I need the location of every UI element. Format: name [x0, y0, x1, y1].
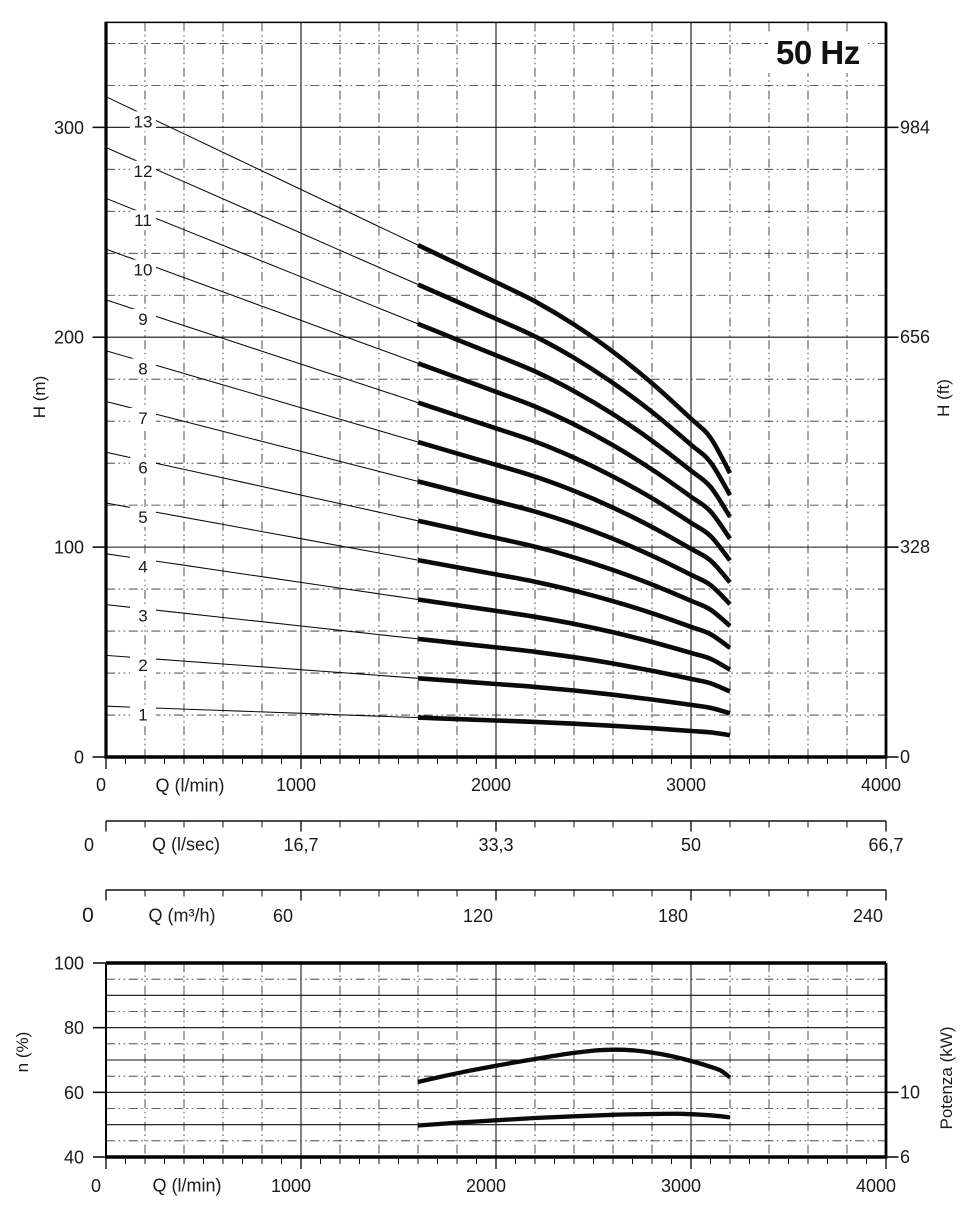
bottom-y-left-label: 60 — [64, 1083, 84, 1103]
stage-curve-thin-1 — [105, 705, 419, 719]
stage-curve-thin-8 — [105, 350, 419, 443]
stage-label-3: 3 — [138, 607, 147, 626]
ruler-label: 240 — [853, 906, 883, 926]
ruler-label: 180 — [658, 906, 688, 926]
ruler-label: 0 — [84, 835, 94, 855]
efficiency-curve — [417, 1047, 732, 1085]
stage-curve-bold-8 — [417, 439, 732, 584]
bottom-y-left-label: 80 — [64, 1018, 84, 1038]
stage-curve-bold-10 — [417, 361, 732, 541]
stage-label-5: 5 — [138, 508, 147, 527]
stage-label-13: 13 — [134, 112, 153, 131]
y-axis-title-head-m: H (m) — [30, 375, 49, 419]
main-y-left-label: 200 — [54, 328, 84, 348]
bottom-x-tick-label: 3000 — [661, 1176, 701, 1196]
stage-curve-thin-2 — [105, 654, 419, 679]
main-x-tick-label: 0 — [96, 775, 106, 795]
stage-curve-bold-6 — [417, 518, 732, 628]
ruler-label: 120 — [463, 906, 493, 926]
main-x-tick-label: 3000 — [666, 775, 706, 795]
ruler-label: 66,7 — [868, 835, 903, 855]
stage-label-10: 10 — [134, 261, 153, 280]
stage-label-6: 6 — [138, 458, 147, 477]
x-axis-title-main-q-lmin: Q (l/min) — [155, 775, 225, 796]
frequency-badge: 50 Hz — [768, 33, 868, 73]
stage-curve-bold-9 — [417, 400, 732, 562]
main-y-right-label: 328 — [900, 537, 930, 557]
stage-curve-bold-3 — [417, 636, 731, 694]
stage-curve-bold-1 — [417, 715, 731, 738]
stage-curve-thin-6 — [105, 451, 419, 522]
main-y-right-label: 656 — [900, 327, 930, 347]
stage-label-2: 2 — [138, 656, 147, 675]
stage-label-halo — [130, 457, 156, 478]
ruler-label: 0 — [82, 904, 94, 927]
stage-label-halo — [130, 506, 156, 527]
stage-curve-thin-9 — [105, 299, 419, 404]
stage-curve-bold-11 — [417, 321, 732, 519]
bottom-y-left-label: 100 — [54, 954, 84, 974]
stage-label-halo — [130, 407, 156, 428]
main-y-left-label: 100 — [54, 538, 84, 558]
stage-curve-bold-5 — [417, 557, 732, 650]
stage-curve-thin-12 — [105, 147, 419, 285]
stage-curve-bold-2 — [417, 676, 731, 716]
stage-label-1: 1 — [138, 706, 147, 725]
main-y-left-label: 300 — [54, 118, 84, 138]
main-x-tick-label: 2000 — [471, 775, 511, 795]
stage-label-12: 12 — [134, 162, 153, 181]
y-axis-title-efficiency: n (%) — [13, 1031, 32, 1073]
stage-label-halo — [130, 358, 156, 379]
main-x-tick-label: 1000 — [276, 775, 316, 795]
stage-label-halo — [130, 160, 156, 181]
stage-curve-thin-3 — [105, 604, 419, 640]
stage-curve-bold-4 — [417, 597, 732, 672]
ruler-label: 33,3 — [478, 835, 513, 855]
stage-curve-thin-13 — [105, 96, 419, 246]
power-curve — [417, 1111, 731, 1128]
stage-curve-thin-7 — [105, 400, 419, 482]
bottom-x-tick-label: 4000 — [856, 1176, 896, 1196]
stage-label-7: 7 — [138, 409, 147, 428]
main-y-right-label: 984 — [900, 117, 930, 137]
main-y-left-label: 0 — [74, 748, 84, 768]
stage-label-halo — [130, 704, 156, 725]
stage-label-halo — [130, 210, 156, 231]
stage-curve-thin-10 — [105, 248, 419, 364]
y-axis-title-head-ft: H (ft) — [934, 379, 953, 417]
bottom-x-tick-label: 2000 — [466, 1176, 506, 1196]
stage-label-halo — [130, 309, 156, 330]
stage-curve-bold-12 — [417, 282, 732, 497]
stage-curve-bold-7 — [417, 479, 732, 606]
ruler-label: 50 — [681, 835, 701, 855]
stage-curve-thin-11 — [105, 197, 419, 325]
bottom-y-left-label: 40 — [64, 1148, 84, 1168]
bottom-x-tick-label: 0 — [91, 1176, 101, 1196]
stage-curve-bold-13 — [417, 243, 733, 475]
stage-label-halo — [130, 556, 156, 577]
y-axis-title-power: Potenza (kW) — [937, 1026, 956, 1130]
stage-label-9: 9 — [138, 310, 147, 329]
x-axis-title-bottom-q-lmin: Q (l/min) — [152, 1175, 222, 1196]
stage-label-halo — [130, 259, 156, 280]
stage-label-4: 4 — [138, 557, 147, 576]
stage-label-halo — [130, 605, 156, 626]
bottom-y-right-label: 10 — [900, 1082, 920, 1102]
main-x-tick-label: 4000 — [861, 775, 901, 795]
stage-label-halo — [130, 111, 156, 132]
ruler-title-q-m3h: Q (m³/h) — [148, 905, 216, 926]
stage-curve-thin-5 — [105, 502, 419, 561]
main-y-right-label: 0 — [900, 747, 910, 767]
stage-label-11: 11 — [134, 211, 152, 230]
bottom-x-tick-label: 1000 — [271, 1176, 311, 1196]
bottom-y-right-label: 6 — [900, 1147, 910, 1167]
stage-curve-thin-4 — [105, 553, 419, 601]
stage-label-halo — [130, 655, 156, 676]
stage-label-8: 8 — [138, 360, 147, 379]
ruler-label: 16,7 — [283, 835, 318, 855]
ruler-label: 60 — [273, 906, 293, 926]
ruler-title-q-lsec: Q (l/sec) — [151, 834, 221, 855]
